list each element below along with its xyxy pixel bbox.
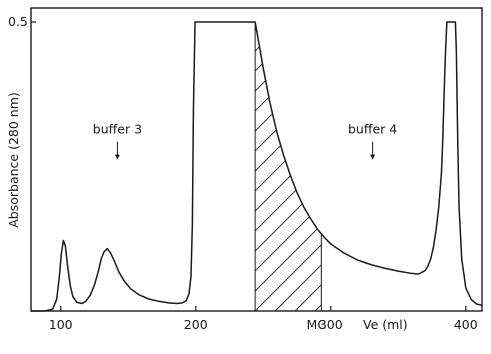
hatch-line <box>255 22 322 311</box>
hatch-line <box>255 22 322 311</box>
mc-hatched-region <box>0 11 491 311</box>
hatch-line <box>255 22 322 311</box>
plot-frame <box>30 7 483 312</box>
hatch-line <box>294 22 322 311</box>
hatch-line <box>255 22 322 311</box>
absorbance-trace <box>31 21 483 312</box>
x-axis-label: Ve (ml) <box>363 317 408 332</box>
hatch-line <box>255 22 322 311</box>
x-tick-label: 100 <box>49 317 73 332</box>
hatch-line <box>255 22 296 311</box>
hatch-line <box>314 22 322 311</box>
hatch-line <box>255 22 256 311</box>
hatch-line <box>255 22 322 311</box>
x-tick-label: 300 <box>319 317 343 332</box>
buffer-label: buffer 4 <box>348 122 397 137</box>
hatch-line <box>335 11 491 311</box>
buffer-annotations: buffer 3 buffer 4 <box>93 122 397 160</box>
y-tick-label: 0.5 <box>8 14 28 29</box>
x-axis-ticks: 100 200 300 400 <box>49 306 478 332</box>
x-tick-label: 400 <box>454 317 478 332</box>
hatch-line <box>375 11 491 311</box>
hatch-line <box>475 11 491 311</box>
mc-region-label: MC <box>307 317 327 332</box>
hatch-line <box>255 22 322 311</box>
buffer-arrow-head <box>114 154 120 160</box>
hatch-line <box>0 11 235 311</box>
hatch-line <box>255 22 322 311</box>
hatch-line <box>255 22 276 311</box>
buffer-label: buffer 3 <box>93 122 142 137</box>
hatch-line <box>395 11 491 311</box>
y-axis-ticks: 0.5 <box>8 14 36 29</box>
hatch-line <box>415 11 491 311</box>
hatch-line <box>255 22 322 311</box>
y-axis-label: Absorbance (280 nm) <box>6 92 21 228</box>
hatch-line <box>455 11 491 311</box>
buffer-arrow-head <box>370 154 376 160</box>
hatch-line <box>255 22 322 311</box>
x-tick-label: 200 <box>184 317 208 332</box>
